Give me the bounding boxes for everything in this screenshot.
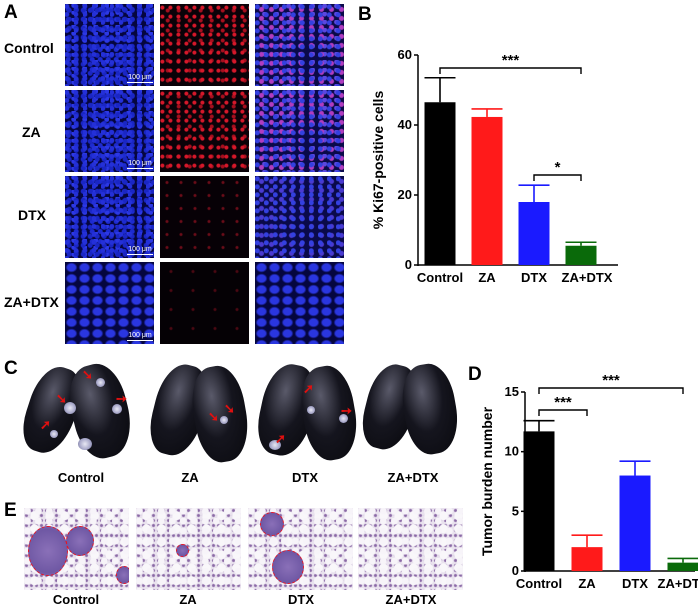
micrograph-za-ki67 — [160, 90, 249, 172]
micrograph-dtx-merge — [255, 176, 344, 258]
chart-b-y-tick-label: 40 — [398, 117, 412, 132]
chart-b-y-tick-label: 60 — [398, 47, 412, 62]
row-label-dtx: DTX — [18, 207, 46, 223]
chart-b-x-tick-label: ZA — [478, 270, 496, 285]
chart-d-x-tick-label: ZA+DTX — [658, 576, 698, 591]
arrow-icon: ➙ — [341, 403, 352, 418]
chart-b-x-tick-label: Control — [417, 270, 463, 285]
chart-d-y-tick-label: 15 — [505, 384, 519, 399]
micrograph-control-dapi: 100 μm — [65, 4, 154, 86]
chart-d-bar-dtx — [619, 475, 651, 571]
tumor-focus — [176, 544, 189, 557]
chart-b-y-label: % Ki67-positive cells — [370, 91, 386, 230]
micrograph-za-dtx-merge — [255, 262, 344, 344]
tumor-focus — [260, 512, 284, 536]
chart-d-significance-bracket — [538, 387, 684, 394]
scale-bar: 100 μm — [127, 246, 153, 255]
chart-d-bar-za — [571, 547, 603, 571]
chart-b-significance-label: * — [555, 159, 561, 176]
micrograph-dtx-ki67 — [160, 176, 249, 258]
panel-letter-c: C — [4, 358, 18, 379]
label-c-za-dtx: ZA+DTX — [387, 470, 439, 485]
lung-photo-control: ➘ ➘ ➙ ➚ — [15, 358, 139, 472]
label-c-za: ZA — [181, 470, 199, 485]
chart-b-y-tick-label: 20 — [398, 187, 412, 202]
label-e-control: Control — [52, 592, 100, 607]
arrow-icon: ➘ — [56, 391, 67, 406]
lung-photo-za: ➘ ➘ — [143, 359, 254, 472]
row-label-za-dtx: ZA+DTX — [4, 294, 59, 310]
micrograph-za-dtx-ki67 — [160, 262, 249, 344]
chart-d-y-tick-label: 5 — [512, 503, 519, 518]
chart-d-significance-bracket — [538, 409, 588, 416]
label-c-dtx: DTX — [292, 470, 318, 485]
scale-bar: 100 μm — [127, 332, 153, 341]
tumor-focus — [272, 550, 304, 584]
label-e-za-dtx: ZA+DTX — [385, 592, 437, 607]
arrow-icon: ➘ — [208, 409, 219, 424]
chart-b-significance-bracket — [533, 174, 582, 181]
chart-b-bar-dtx — [518, 202, 550, 265]
histology-za-dtx — [358, 508, 463, 590]
row-label-za: ZA — [22, 124, 41, 140]
chart-d-bar-za-dtx — [667, 562, 698, 571]
chart-d-x-tick-label: ZA — [578, 576, 596, 591]
chart-b-bar-control — [424, 102, 456, 265]
chart-d-y-tick-label: 10 — [505, 444, 519, 459]
tumor-focus — [116, 566, 129, 584]
micrograph-control-merge — [255, 4, 344, 86]
micrograph-za-dapi: 100 μm — [65, 90, 154, 172]
chart-d-y-tick-label: 0 — [512, 563, 519, 578]
arrow-icon: ➚ — [40, 417, 51, 432]
micrograph-control-ki67 — [160, 4, 249, 86]
chart-d-x-tick-label: DTX — [622, 576, 648, 591]
tumor-focus — [28, 526, 68, 576]
chart-b-significance-label: *** — [502, 52, 520, 69]
chart-d-y-label: Tumor burden number — [479, 406, 495, 556]
lung-photo-za-dtx — [356, 359, 464, 472]
tumor-focus — [66, 526, 94, 556]
chart-b-y-tick-label: 0 — [405, 257, 412, 272]
chart-d-x-tick-label: Control — [516, 576, 562, 591]
chart-d-bar-control — [523, 431, 555, 571]
arrow-icon: ➚ — [275, 431, 286, 446]
arrow-icon: ➘ — [82, 367, 93, 382]
scale-bar: 100 μm — [127, 74, 153, 83]
label-c-control: Control — [57, 470, 105, 485]
lung-photo-dtx: ➚ ➚ ➙ — [252, 359, 363, 472]
chart-b-bar-za — [471, 116, 503, 265]
scale-bar: 100 μm — [127, 160, 153, 169]
micrograph-grid: 100 μm 100 μm 100 μm 100 μm — [65, 4, 346, 344]
panel-letter-d: D — [468, 364, 482, 385]
micrograph-za-dtx-dapi: 100 μm — [65, 262, 154, 344]
chart-b-bar-za-dtx — [565, 245, 597, 265]
panel-letter-a: A — [4, 2, 18, 23]
chart-d-significance-label: *** — [554, 394, 572, 411]
chart-b-x-tick-label: DTX — [521, 270, 547, 285]
label-e-dtx: DTX — [288, 592, 314, 607]
chart-b-x-tick-label: ZA+DTX — [562, 270, 613, 285]
row-label-control: Control — [4, 40, 54, 56]
histology-za — [136, 508, 241, 590]
panel-letter-b: B — [358, 4, 372, 25]
arrow-icon: ➚ — [303, 381, 314, 396]
arrow-icon: ➙ — [116, 391, 127, 406]
label-e-za: ZA — [179, 592, 197, 607]
chart-b-significance-bracket — [439, 67, 582, 74]
histology-control — [24, 508, 129, 590]
micrograph-za-merge — [255, 90, 344, 172]
chart-d-significance-label: *** — [602, 372, 620, 389]
arrow-icon: ➘ — [224, 401, 235, 416]
histology-dtx — [248, 508, 353, 590]
panel-letter-e: E — [4, 500, 17, 521]
micrograph-dtx-dapi: 100 μm — [65, 176, 154, 258]
